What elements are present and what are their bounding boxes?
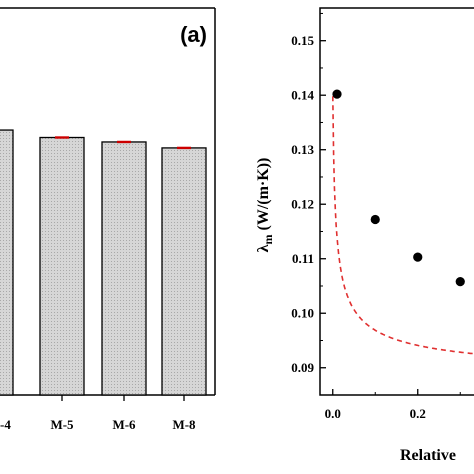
y-tick-label: 0.09 [291,360,314,375]
data-point [413,252,423,262]
y-tick-label: 0.11 [292,251,314,266]
error-bar-m-5 [55,136,69,139]
bars-group [0,129,207,396]
scatter-y-ticks: 0.09 0.10 0.11 0.12 0.13 0.14 0.15 [291,12,326,375]
y-tick-label: 0.14 [291,88,314,103]
y-tick-label: 0.10 [291,306,314,321]
scatter-plot-frame [319,7,474,396]
category-label-m-5: M-5 [50,417,74,432]
scatter-chart-panel: 0.09 0.10 0.11 0.12 0.13 0.14 0.15 0.0 0.2 λm (… [255,7,474,464]
bar-chart-panel: (a) -4 M-5 M-6 M-8 [0,7,216,432]
panel-label-a: (a) [180,22,207,47]
error-bar-m-8 [177,146,191,150]
data-point [370,214,380,225]
bar-m-4 [0,129,14,396]
scatter-x-ticks: 0.0 0.2 [325,389,461,421]
y-tick-label: 0.12 [291,197,314,212]
data-point [332,89,342,99]
bar-m-8 [161,147,207,396]
y-tick-label: 0.13 [291,142,314,157]
data-points [332,89,465,287]
bar-m-6 [101,141,147,396]
category-label-m-8: M-8 [172,417,196,432]
bar-category-ticks [61,395,185,401]
y-axis-label: λm (W/(m·K)) [255,158,275,253]
x-tick-label: 0.0 [325,406,341,421]
data-point [455,277,465,287]
x-axis-label: Relative [400,447,456,464]
category-label-m-6: M-6 [112,417,136,432]
bar-m-5 [39,136,85,396]
bar-category-labels: -4 M-5 M-6 M-8 [0,417,196,432]
fit-curve [332,96,474,355]
category-label-m-4: -4 [0,417,11,432]
x-tick-label: 0.2 [410,406,426,421]
error-bar-m-6 [117,140,131,144]
y-tick-label: 0.15 [291,33,314,48]
